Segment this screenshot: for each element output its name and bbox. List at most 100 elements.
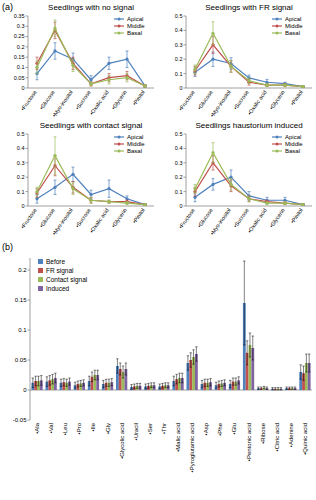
- point: [247, 79, 250, 82]
- plot-area: [193, 22, 304, 88]
- error-bar: [63, 379, 65, 386]
- x-tick-label: •Ala: [34, 422, 40, 433]
- line-chart: Seedlings with contact signal00.10.20.30…: [17, 121, 154, 236]
- error-bar: [248, 196, 251, 202]
- error-bar: [288, 387, 290, 389]
- error-bar: [284, 84, 287, 87]
- point: [107, 78, 110, 81]
- error-bar: [190, 353, 192, 367]
- x-tick-label: •Citric acid: [274, 423, 280, 451]
- point: [35, 190, 38, 193]
- legend-label: Apical: [285, 16, 301, 22]
- error-bar: [147, 383, 149, 388]
- point: [143, 84, 146, 87]
- y-tick: [26, 77, 29, 78]
- chart-title: Seedlings haustorium induced: [195, 121, 302, 130]
- point: [265, 84, 268, 87]
- error-bar: [88, 376, 90, 386]
- point: [107, 200, 110, 203]
- point: [193, 187, 196, 190]
- error-bar: [223, 380, 225, 386]
- y-tick-label: 0.3: [17, 160, 25, 166]
- legend-label: Contact signal: [46, 276, 88, 284]
- error-bar: [150, 383, 152, 388]
- y-tick: [28, 420, 31, 421]
- error-bar: [159, 384, 161, 389]
- error-bar: [54, 373, 56, 383]
- point: [53, 154, 56, 157]
- error-bar: [181, 373, 183, 383]
- legend-label: Basal: [285, 148, 300, 154]
- error-bar: [274, 388, 276, 390]
- x-tick-label: •Thr: [161, 423, 167, 434]
- error-bar: [232, 378, 234, 385]
- error-bar: [302, 86, 305, 87]
- point: [229, 183, 232, 186]
- error-bar: [260, 387, 262, 389]
- error-bar: [144, 204, 147, 205]
- y-axis: [186, 134, 187, 206]
- y-axis: [186, 16, 187, 88]
- error-bar: [212, 179, 215, 191]
- x-tick-label: •Fructose: [178, 89, 196, 112]
- y-tick-label: 0.4: [17, 145, 25, 151]
- error-bar: [77, 381, 79, 387]
- error-bar: [51, 374, 53, 384]
- series-line: [195, 59, 303, 86]
- point: [247, 197, 250, 200]
- legend-label: Basal: [285, 30, 300, 36]
- error-bar: [60, 379, 62, 386]
- y-tick-label: 0.2: [17, 44, 25, 50]
- error-bar: [277, 388, 279, 390]
- panel-label: (b): [2, 242, 13, 252]
- error-bar: [187, 356, 189, 370]
- error-bar: [229, 380, 231, 387]
- error-bar: [102, 380, 104, 387]
- error-bar: [280, 388, 282, 390]
- error-bar: [108, 200, 111, 203]
- error-bar: [37, 376, 39, 386]
- point: [211, 151, 214, 154]
- x-axis: [28, 88, 154, 89]
- x-tick-label: •Glucose: [38, 207, 56, 229]
- x-tick-label: •Uracil: [133, 423, 139, 440]
- y-tick: [26, 148, 29, 149]
- error-bar: [284, 202, 287, 205]
- error-bar: [302, 204, 305, 205]
- error-bar: [237, 377, 239, 384]
- error-bar: [108, 76, 111, 84]
- y-axis: [28, 134, 29, 206]
- error-bar: [108, 200, 111, 203]
- y-tick: [26, 57, 29, 58]
- x-tick-label: •Quinic acid: [302, 423, 308, 455]
- x-tick-label: •Pinitol: [289, 207, 304, 224]
- y-tick: [184, 59, 187, 60]
- point: [107, 187, 110, 190]
- point: [107, 62, 110, 65]
- error-bar: [136, 383, 138, 388]
- error-bar: [308, 354, 310, 372]
- x-tick-label: •Sucrose: [74, 207, 92, 229]
- y-tick-label: 0.2: [175, 174, 183, 180]
- x-tick-label: •Oxalic acid: [246, 207, 267, 234]
- error-bar: [212, 22, 215, 45]
- figure: (a)Seedlings with no signal00.050.10.150…: [0, 0, 316, 500]
- error-bar: [139, 383, 141, 388]
- point: [143, 84, 146, 87]
- x-tick-label: •Pinitol: [131, 207, 146, 224]
- x-tick-label: •Sucrose: [74, 89, 92, 111]
- line-chart: Seedlings with no signal00.050.10.150.20…: [14, 3, 154, 118]
- y-tick: [184, 44, 187, 45]
- panel-label: (a): [2, 2, 13, 12]
- point: [125, 76, 128, 79]
- error-bar: [284, 202, 287, 205]
- legend-swatch: [276, 18, 279, 21]
- error-bar: [230, 61, 233, 73]
- error-bar: [68, 378, 70, 385]
- error-bar: [192, 350, 194, 364]
- error-bar: [122, 366, 124, 378]
- point: [89, 82, 92, 85]
- error-bar: [257, 387, 259, 389]
- y-tick-label: 0.3: [175, 42, 183, 48]
- y-tick: [28, 330, 31, 331]
